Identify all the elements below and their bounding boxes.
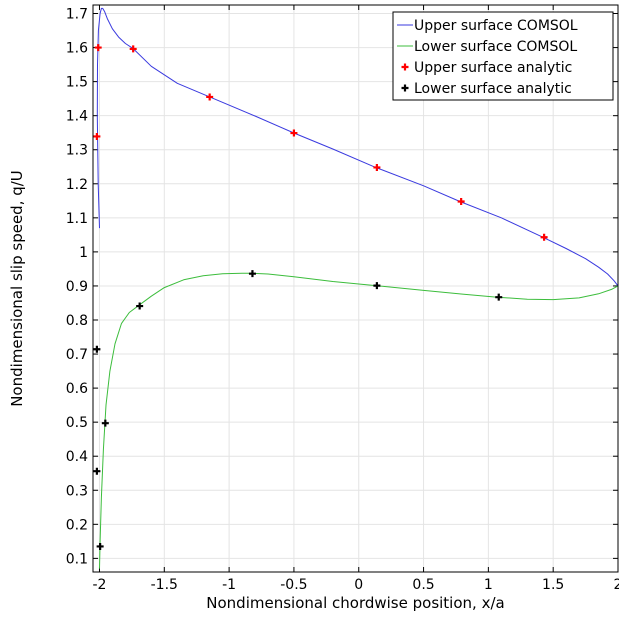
data-point-2: [129, 45, 137, 53]
legend-label-3: Lower surface analytic: [414, 81, 572, 97]
legend-box: [392, 11, 614, 101]
x-tick-label: -2: [92, 577, 106, 593]
x-tick-label: -1.5: [151, 577, 178, 593]
y-tick-label: 0.2: [66, 517, 88, 533]
y-tick-label: 0.7: [66, 347, 88, 363]
x-tick-label: 0: [354, 577, 363, 593]
y-tick-label: 0.8: [66, 313, 88, 329]
data-point-3: [93, 467, 101, 475]
y-tick-label: 0.9: [66, 279, 88, 295]
data-point-3: [96, 542, 104, 550]
y-tick-label: 1.3: [66, 143, 88, 159]
series-layer: [93, 7, 619, 569]
legend-swatch-3: [401, 84, 409, 92]
x-tick-label: -1: [222, 577, 236, 593]
data-point-2: [93, 132, 101, 140]
legend-label-0: Upper surface COMSOL: [414, 18, 578, 34]
y-tick-label: 0.1: [66, 551, 88, 567]
data-point-3: [495, 293, 503, 301]
plot-area-frame: [92, 4, 619, 573]
y-tick-label: 1: [79, 245, 88, 261]
series-line-1: [99, 272, 619, 569]
y-axis-label: Nondimensional slip speed, q/U: [8, 170, 26, 407]
data-point-3: [373, 282, 381, 290]
x-tick-label: 1: [484, 577, 493, 593]
legend: Upper surface COMSOL Lower surface COMSOL…: [392, 11, 614, 101]
y-tick-label: 1.5: [66, 75, 88, 91]
y-tick-label: 0.4: [66, 449, 88, 465]
x-tick-label: 1.5: [542, 577, 564, 593]
y-tick-label: 1.1: [66, 211, 88, 227]
data-point-2: [457, 197, 465, 205]
data-point-3: [136, 302, 144, 310]
y-tick-label: 1.6: [66, 41, 88, 57]
x-tick-label: 0.5: [412, 577, 434, 593]
y-tick-label: 1.4: [66, 109, 88, 125]
y-tick-label: 1.2: [66, 177, 88, 193]
data-point-2: [206, 93, 214, 101]
legend-swatch-2: [401, 63, 409, 71]
legend-label-1: Lower surface COMSOL: [414, 39, 577, 55]
data-point-3: [248, 270, 256, 278]
y-axis-ticks: 0.1 0.2 0.3 0.4 0.5 0.6 0.7 0.8 0.9 1 1.1 1.2 1.3 1.4…: [66, 7, 618, 567]
data-point-2: [290, 129, 298, 137]
x-axis-ticks: -2 -1.5 -1 -0.5 0 0.5 1 1.5 2: [92, 5, 619, 593]
x-axis-label: Nondimensional chordwise position, x/a: [206, 594, 504, 612]
y-tick-label: 0.5: [66, 415, 88, 431]
data-point-3: [93, 345, 101, 353]
x-tick-label: -0.5: [280, 577, 307, 593]
y-tick-label: 0.3: [66, 483, 88, 499]
y-tick-label: 1.7: [66, 7, 88, 23]
y-tick-label: 0.6: [66, 381, 88, 397]
data-point-3: [101, 419, 109, 427]
x-tick-label: 2: [614, 577, 619, 593]
data-point-2: [540, 233, 548, 241]
series-line-0: [96, 7, 619, 287]
legend-label-2: Upper surface analytic: [414, 60, 572, 76]
data-point-2: [94, 44, 102, 52]
data-point-2: [373, 163, 381, 171]
